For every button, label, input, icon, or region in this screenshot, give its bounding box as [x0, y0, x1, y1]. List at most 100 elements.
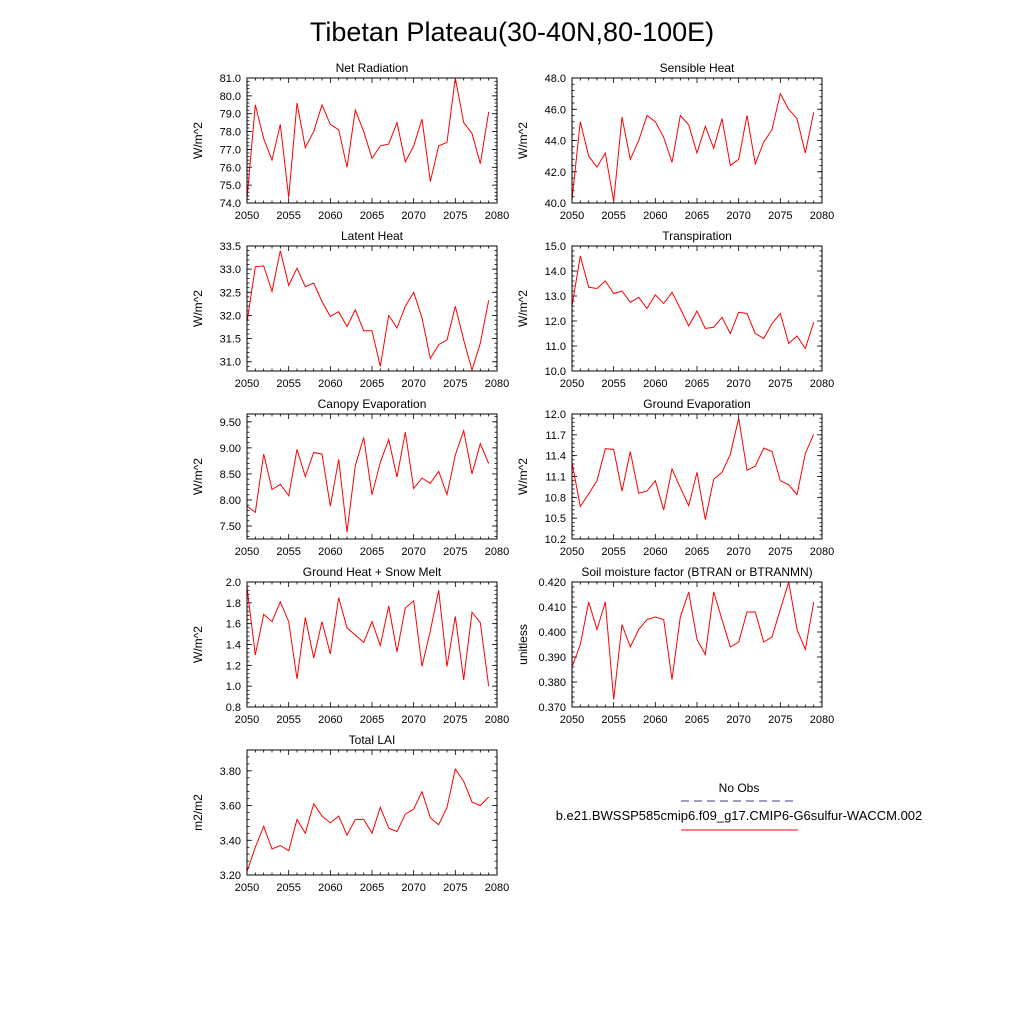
x-tick-label: 2060	[643, 378, 667, 390]
x-tick-label: 2075	[443, 882, 467, 894]
y-tick-label: 12.0	[545, 409, 566, 421]
x-tick-label: 2070	[726, 714, 750, 726]
y-tick-label: 40.0	[545, 198, 566, 210]
plot-frame	[571, 581, 823, 708]
x-tick-label: 2080	[485, 882, 509, 894]
plot-frame	[246, 413, 498, 540]
y-tick-label: 32.5	[220, 287, 241, 299]
x-tick-label: 2075	[768, 546, 792, 558]
panel-title: Latent Heat	[341, 229, 404, 243]
x-tick-label: 2055	[601, 546, 625, 558]
panel-6: Ground Evaporation W/m^2 2050 2055 2060 2065 2…	[516, 397, 834, 558]
series-line	[246, 250, 490, 372]
y-tick-label: 0.370	[538, 702, 566, 714]
panel-4: Transpiration W/m^2 2050 2055 2060 2065 2070 20…	[516, 229, 834, 390]
y-tick-label: 80.0	[220, 91, 241, 103]
y-tick-label: 0.380	[538, 677, 566, 689]
panel-9: Total LAI m2/m2 2050 2055 2060 2065 2070 2075 20…	[191, 733, 509, 894]
series-line	[246, 767, 490, 872]
x-tick-label: 2070	[401, 714, 425, 726]
y-tick-label: 3.20	[220, 870, 241, 882]
panel-title: Net Radiation	[336, 61, 409, 75]
y-axis-label: W/m^2	[191, 290, 205, 327]
series-line	[246, 77, 490, 200]
x-tick-label: 2055	[601, 378, 625, 390]
panel-title: Sensible Heat	[660, 61, 735, 75]
y-tick-label: 74.0	[220, 198, 241, 210]
x-tick-label: 2050	[560, 714, 584, 726]
panel-title: Canopy Evaporation	[318, 397, 427, 411]
y-tick-label: 1.4	[226, 640, 241, 652]
x-tick-label: 2065	[685, 714, 709, 726]
plot-frame	[246, 581, 498, 708]
y-tick-label: 15.0	[545, 241, 566, 253]
y-tick-label: 10.0	[545, 366, 566, 378]
x-tick-label: 2075	[768, 378, 792, 390]
y-tick-label: 11.4	[545, 451, 566, 463]
x-tick-label: 2065	[360, 882, 384, 894]
y-axis-label: W/m^2	[516, 458, 530, 495]
y-tick-label: 10.2	[545, 534, 566, 546]
y-tick-label: 12.0	[545, 316, 566, 328]
y-tick-label: 9.50	[220, 417, 241, 429]
x-tick-label: 2050	[235, 882, 259, 894]
x-tick-label: 2060	[318, 378, 342, 390]
panel-3: Latent Heat W/m^2 2050 2055 2060 2065 2070 2075…	[191, 229, 509, 390]
plot-frame	[246, 749, 498, 876]
panel-title: Ground Heat + Snow Melt	[303, 565, 442, 579]
panel-5: Canopy Evaporation W/m^2 2050 2055 2060 2065 2…	[191, 397, 509, 558]
y-tick-label: 1.2	[226, 660, 241, 672]
panel-title: Transpiration	[662, 229, 732, 243]
x-tick-label: 2060	[643, 210, 667, 222]
figure-title: Tibetan Plateau(30-40N,80-100E)	[310, 17, 714, 47]
y-tick-label: 77.0	[220, 144, 241, 156]
plot-frame	[246, 245, 498, 372]
y-axis-label: W/m^2	[516, 122, 530, 159]
x-tick-label: 2080	[485, 378, 509, 390]
y-tick-label: 79.0	[220, 109, 241, 121]
y-tick-label: 31.0	[220, 357, 241, 369]
y-tick-label: 0.410	[538, 602, 566, 614]
y-axis-label: W/m^2	[191, 626, 205, 663]
y-axis-label: W/m^2	[191, 122, 205, 159]
y-tick-label: 7.50	[220, 521, 241, 533]
y-tick-label: 32.0	[220, 310, 241, 322]
y-tick-label: 8.00	[220, 495, 241, 507]
x-tick-label: 2075	[443, 714, 467, 726]
x-tick-label: 2070	[401, 378, 425, 390]
x-tick-label: 2080	[810, 378, 834, 390]
series-line	[571, 418, 815, 520]
x-tick-label: 2050	[235, 714, 259, 726]
panels: Net Radiation W/m^2 2050 2055 2060 2065 2070 20…	[191, 61, 834, 894]
plot-frame	[571, 77, 823, 204]
y-tick-label: 11.7	[545, 430, 566, 442]
y-tick-label: 75.0	[220, 180, 241, 192]
x-tick-label: 2065	[360, 546, 384, 558]
y-tick-label: 78.0	[220, 127, 241, 139]
y-axis-label: W/m^2	[191, 458, 205, 495]
panel-title: Soil moisture factor (BTRAN or BTRANMN)	[581, 565, 812, 579]
x-tick-label: 2070	[726, 378, 750, 390]
y-tick-label: 2.0	[226, 577, 241, 589]
x-tick-label: 2050	[235, 546, 259, 558]
series-line	[246, 587, 490, 687]
x-tick-label: 2050	[560, 210, 584, 222]
plot-frame	[571, 245, 823, 372]
y-axis-label: unitless	[516, 624, 530, 665]
plot-frame	[246, 77, 498, 204]
y-tick-label: 0.420	[538, 577, 566, 589]
x-tick-label: 2065	[685, 210, 709, 222]
x-tick-label: 2070	[401, 546, 425, 558]
panel-title: Ground Evaporation	[643, 397, 750, 411]
panel-title: Total LAI	[349, 733, 396, 747]
x-tick-label: 2065	[685, 378, 709, 390]
x-tick-label: 2080	[485, 546, 509, 558]
x-tick-label: 2055	[601, 714, 625, 726]
x-tick-label: 2060	[643, 714, 667, 726]
x-tick-label: 2075	[443, 546, 467, 558]
x-tick-label: 2080	[810, 210, 834, 222]
legend-label-model: b.e21.BWSSP585cmip6.f09_g17.CMIP6-G6sulf…	[556, 808, 923, 823]
x-tick-label: 2075	[768, 714, 792, 726]
x-tick-label: 2075	[768, 210, 792, 222]
x-tick-label: 2060	[318, 210, 342, 222]
